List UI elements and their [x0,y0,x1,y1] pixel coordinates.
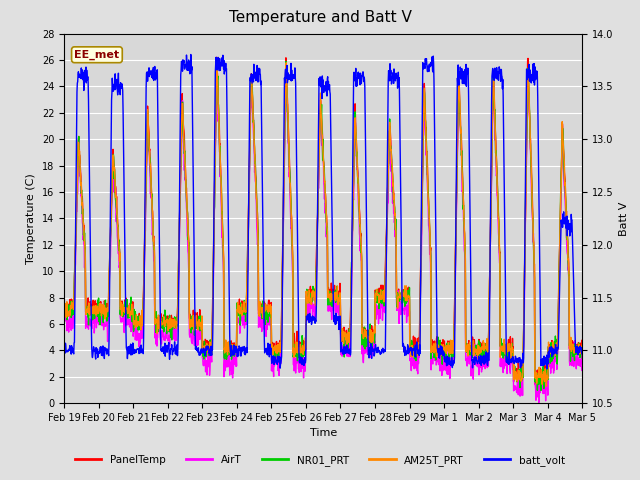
Legend: PanelTemp, AirT, NR01_PRT, AM25T_PRT, batt_volt: PanelTemp, AirT, NR01_PRT, AM25T_PRT, ba… [71,451,569,470]
Text: EE_met: EE_met [74,49,120,60]
Y-axis label: Temperature (C): Temperature (C) [26,173,36,264]
Text: Temperature and Batt V: Temperature and Batt V [228,10,412,24]
Y-axis label: Batt V: Batt V [620,201,629,236]
X-axis label: Time: Time [310,429,337,438]
